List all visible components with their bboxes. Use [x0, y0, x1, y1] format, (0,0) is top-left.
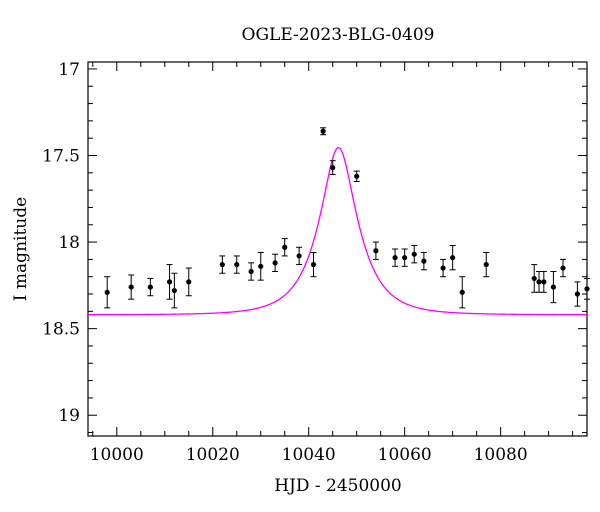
point-marker [550, 284, 557, 290]
x-tick-label: 10040 [282, 445, 336, 465]
y-tick-label: 17.5 [42, 147, 80, 167]
data-point [540, 271, 547, 293]
data-point [310, 251, 317, 278]
data-point [411, 245, 418, 264]
point-marker [171, 287, 177, 294]
data-point [483, 251, 490, 278]
y-tick-label: 17 [58, 60, 80, 80]
point-marker [421, 258, 427, 264]
point-marker [584, 286, 590, 292]
point-marker [219, 261, 225, 268]
data-point [401, 248, 408, 267]
data-point [584, 277, 590, 300]
point-marker [258, 263, 264, 269]
x-tick-label: 10060 [378, 445, 432, 465]
data-point [281, 238, 288, 257]
point-marker [541, 279, 547, 285]
data-point [296, 246, 303, 266]
point-marker [574, 291, 581, 297]
data-point [449, 245, 456, 271]
data-point [272, 253, 279, 273]
data-point [392, 248, 399, 267]
point-marker [186, 279, 192, 285]
point-marker [411, 251, 417, 257]
data-point [248, 262, 255, 281]
point-marker [296, 253, 302, 259]
point-marker [320, 128, 326, 134]
data-point [536, 271, 543, 293]
point-marker [128, 284, 134, 290]
data-point [219, 255, 226, 274]
x-tick-label: 10020 [186, 445, 240, 465]
point-marker [560, 265, 566, 271]
y-axis-label: I magnitude [11, 197, 31, 301]
axis-ticks [88, 62, 587, 436]
point-marker [373, 248, 379, 254]
data-point [459, 276, 466, 309]
plot-frame [87, 61, 588, 437]
data-point [257, 251, 264, 281]
chart-title: OGLE-2023-BLG-0409 [242, 25, 435, 45]
point-marker [392, 255, 398, 261]
point-marker [531, 275, 537, 282]
data-point [560, 258, 567, 278]
point-marker [147, 284, 153, 290]
x-axis-label: HJD - 2450000 [274, 476, 402, 496]
point-marker [248, 268, 254, 275]
y-tick-label: 18.5 [42, 320, 80, 340]
data-point [104, 276, 111, 309]
data-point [171, 272, 178, 309]
point-marker [104, 289, 110, 295]
data-point [420, 251, 427, 271]
point-marker [282, 244, 288, 250]
data-points [104, 127, 590, 309]
point-marker [402, 255, 408, 261]
data-point [185, 267, 192, 297]
y-tick-label: 18 [58, 233, 80, 253]
data-point [440, 258, 447, 278]
model-curve [88, 146, 588, 316]
point-marker [536, 279, 542, 285]
point-marker [166, 279, 173, 285]
point-marker [330, 165, 336, 171]
point-marker [234, 261, 240, 268]
data-point [574, 281, 581, 307]
point-marker [310, 261, 317, 268]
data-point [372, 241, 379, 260]
point-marker [450, 255, 456, 261]
data-point [550, 271, 557, 304]
data-point [531, 264, 538, 293]
x-tick-label: 10000 [90, 445, 144, 465]
point-marker [272, 260, 278, 266]
point-marker [440, 265, 446, 271]
point-marker [459, 289, 465, 295]
data-point [353, 170, 360, 182]
point-marker [483, 261, 489, 268]
axis-tick-labels: 10000 10020 10040 10060 10080 17 17.5 18 18.5 19 [42, 60, 528, 465]
data-point [329, 160, 336, 176]
data-point [166, 264, 173, 300]
x-tick-label: 10080 [474, 445, 528, 465]
data-point [233, 255, 240, 274]
data-point [147, 277, 154, 297]
data-point [128, 274, 135, 300]
y-tick-label: 19 [58, 406, 80, 426]
point-marker [354, 173, 360, 179]
data-point [320, 127, 327, 136]
